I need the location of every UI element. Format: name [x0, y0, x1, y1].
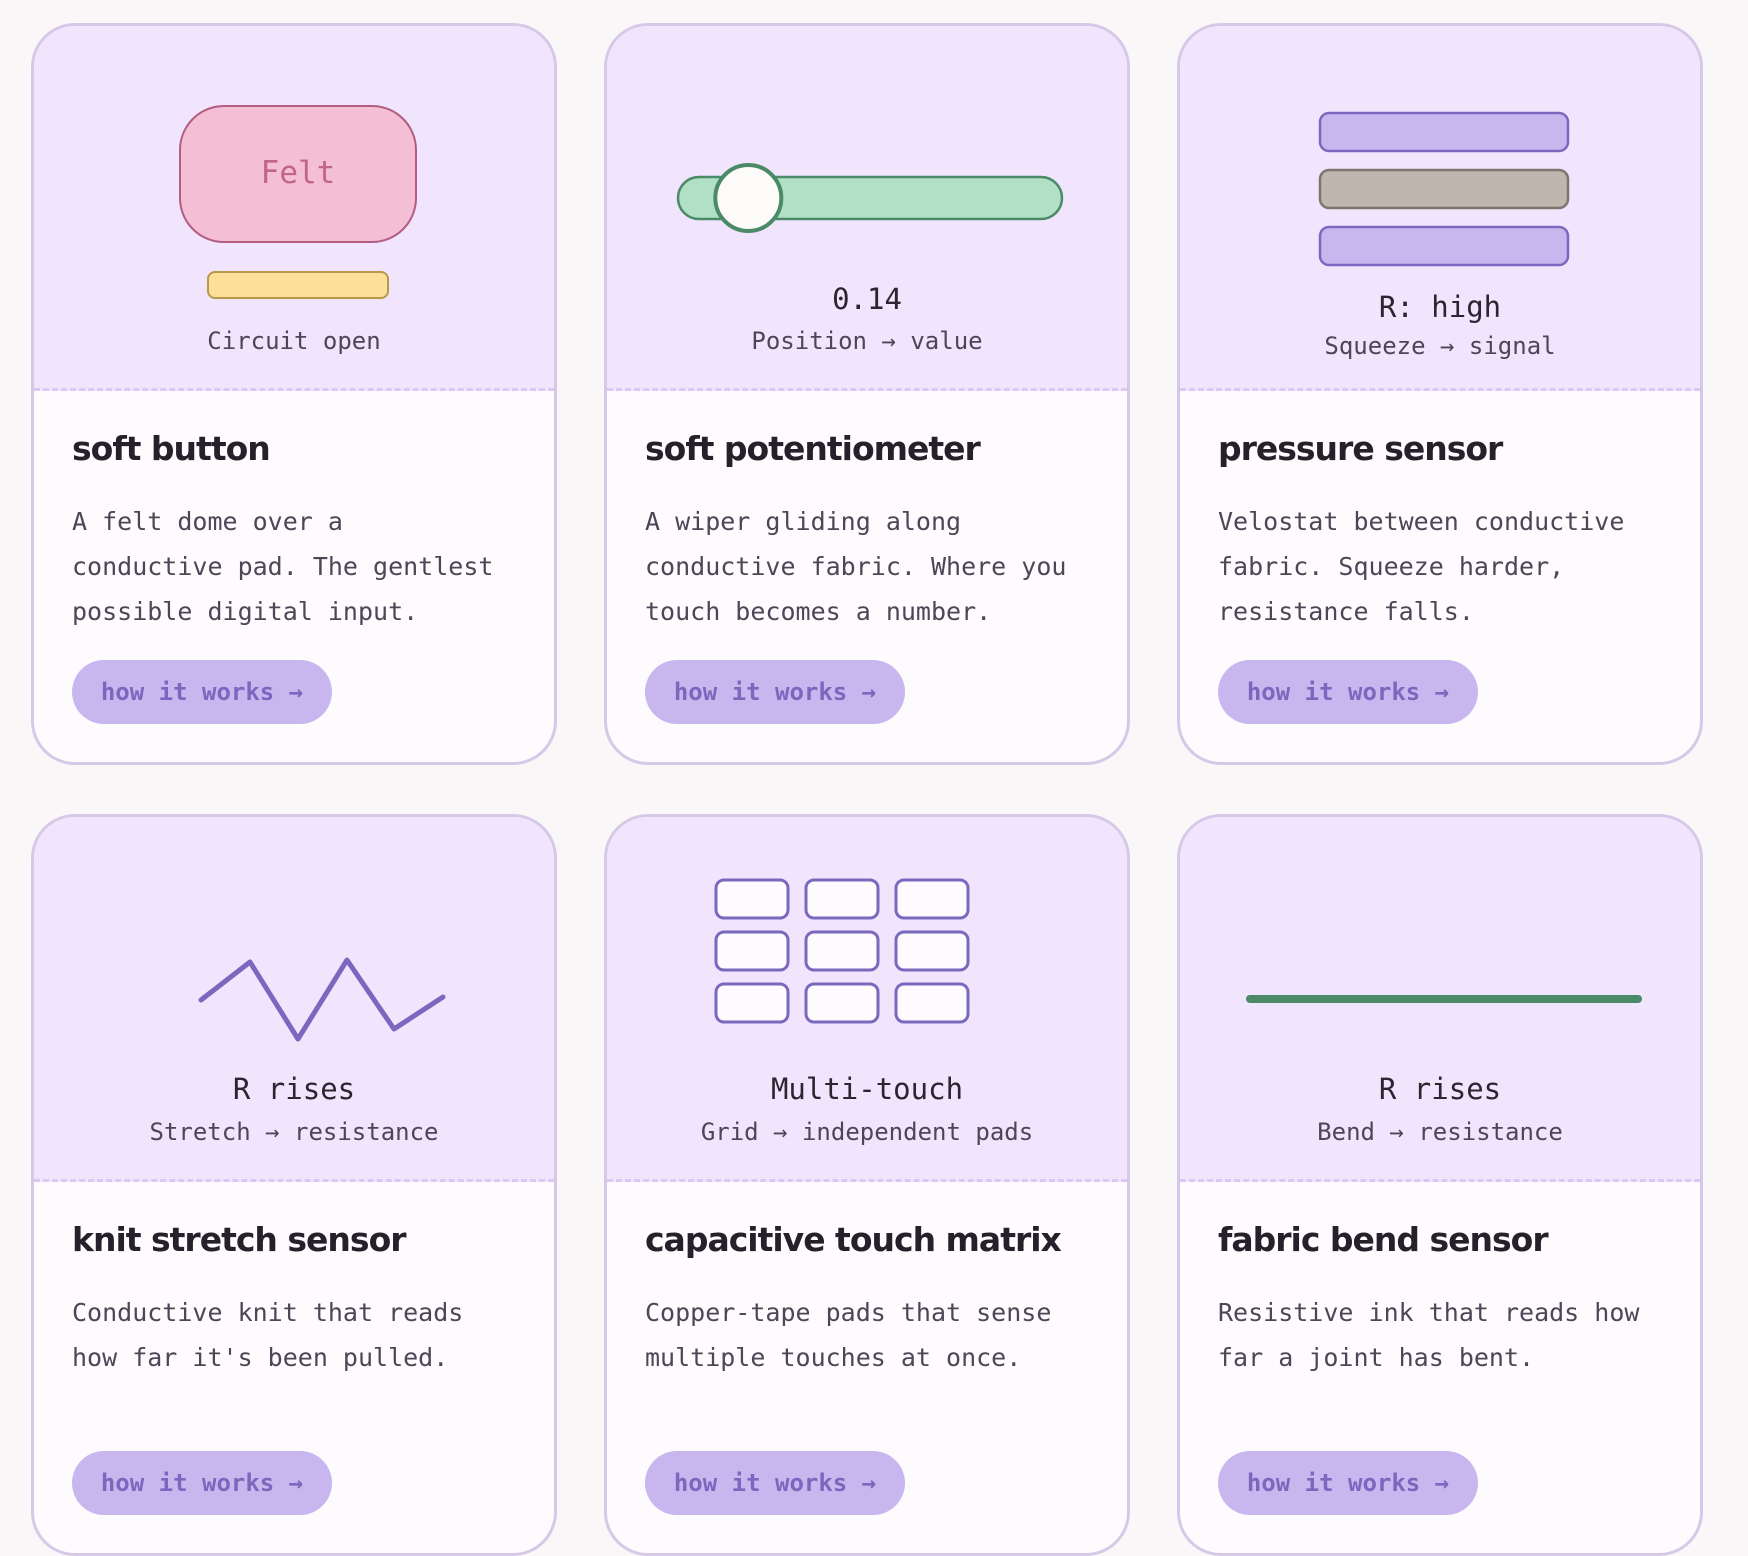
felt-dome[interactable]	[179, 105, 417, 243]
touch-pad-r2-c2[interactable]	[804, 930, 880, 972]
demo-caption: Stretch → resistance	[149, 1118, 439, 1146]
potentiometer-diagram	[676, 163, 1064, 233]
touch-pad-r1-c2[interactable]	[804, 878, 880, 920]
demo-panel: 0.14 Position → value	[607, 26, 1127, 391]
touch-pad-r3-c1[interactable]	[714, 982, 790, 1024]
card-description: Conductive knit that reads how far it's …	[72, 1298, 464, 1372]
fabric-layer-bottom	[1318, 225, 1570, 267]
pressure-sensor-diagram	[1318, 111, 1570, 267]
card-fabric-bend-sensor: R rises Bend → resistance fabric bend se…	[1177, 814, 1703, 1556]
card-title: fabric bend sensor	[1218, 1220, 1549, 1259]
card-knit-stretch-sensor: R rises Stretch → resistance knit stretc…	[31, 814, 557, 1556]
demo-caption: Grid → independent pads	[700, 1118, 1034, 1146]
card-soft-potentiometer: 0.14 Position → value soft potentiometer…	[604, 23, 1130, 765]
touch-matrix-diagram	[714, 878, 970, 1024]
how-it-works-button[interactable]: how it works →	[1218, 1451, 1478, 1515]
touch-pad-r3-c2[interactable]	[804, 982, 880, 1024]
card-title: pressure sensor	[1218, 429, 1503, 468]
how-it-works-button[interactable]: how it works →	[72, 1451, 332, 1515]
card-description: A felt dome over a conductive pad. The g…	[72, 507, 494, 626]
conductive-pad	[207, 271, 389, 299]
pressure-readout: R: high	[1378, 290, 1502, 324]
demo-panel: R rises Bend → resistance	[1180, 817, 1700, 1182]
touch-pad-r1-c3[interactable]	[894, 878, 970, 920]
felt-dome-label: Felt	[261, 155, 336, 191]
how-it-works-button[interactable]: how it works →	[72, 660, 332, 724]
potentiometer-readout: 0.14	[832, 282, 902, 316]
card-pressure-sensor: R: high Squeeze → signal pressure sensor…	[1177, 23, 1703, 765]
demo-panel: R rises Stretch → resistance	[34, 817, 554, 1182]
demo-panel: Multi-touch Grid → independent pads	[607, 817, 1127, 1182]
demo-caption: Bend → resistance	[1317, 1118, 1563, 1146]
card-title: capacitive touch matrix	[645, 1220, 1062, 1259]
stretch-readout: R rises	[232, 1072, 356, 1106]
fabric-layer-top	[1318, 111, 1570, 153]
touch-pad-r2-c1[interactable]	[714, 930, 790, 972]
demo-caption: Position → value	[751, 327, 983, 355]
how-it-works-button[interactable]: how it works →	[645, 660, 905, 724]
demo-panel: R: high Squeeze → signal	[1180, 26, 1700, 391]
bend-readout: R rises	[1378, 1072, 1502, 1106]
touch-readout: Multi-touch	[770, 1072, 964, 1106]
card-capacitive-touch-matrix: Multi-touch Grid → independent pads capa…	[604, 814, 1130, 1556]
touch-pad-r2-c3[interactable]	[894, 930, 970, 972]
stretch-sensor-diagram	[198, 957, 446, 1042]
demo-caption: Circuit open	[207, 327, 381, 355]
card-title: soft button	[72, 429, 271, 468]
card-description: Resistive ink that reads how far a joint…	[1218, 1298, 1640, 1372]
how-it-works-button[interactable]: how it works →	[1218, 660, 1478, 724]
touch-pad-r3-c3[interactable]	[894, 982, 970, 1024]
card-description: Copper-tape pads that sense multiple tou…	[645, 1298, 1052, 1372]
card-description: Velostat between conductive fabric. Sque…	[1218, 507, 1625, 626]
velostat-layer[interactable]	[1318, 168, 1570, 210]
knit-zigzag[interactable]	[198, 957, 446, 1042]
demo-caption: Squeeze → signal	[1324, 332, 1556, 360]
potentiometer-wiper[interactable]	[713, 163, 784, 233]
bend-sensor-diagram	[1246, 995, 1642, 1003]
card-title: soft potentiometer	[645, 429, 981, 468]
card-title: knit stretch sensor	[72, 1220, 407, 1259]
demo-panel: Felt Circuit open	[34, 26, 554, 391]
touch-pad-r1-c1[interactable]	[714, 878, 790, 920]
how-it-works-button[interactable]: how it works →	[645, 1451, 905, 1515]
card-description: A wiper gliding along conductive fabric.…	[645, 507, 1067, 626]
soft-button-diagram: Felt	[179, 105, 417, 299]
card-soft-button: Felt Circuit open soft button A felt dom…	[31, 23, 557, 765]
